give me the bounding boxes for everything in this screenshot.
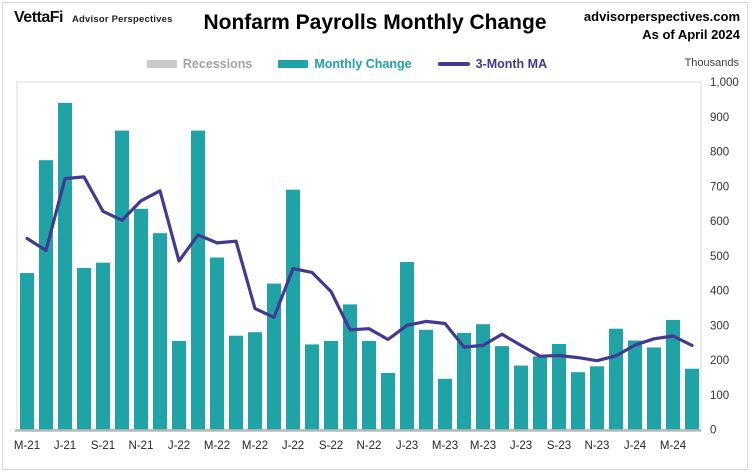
bar-sep-23 [552, 344, 566, 430]
monthly-change-label: Monthly Change [314, 57, 412, 71]
bar-feb-24 [647, 347, 661, 430]
ma-label: 3-Month MA [475, 57, 548, 71]
bar-oct-22 [343, 304, 357, 430]
x-tick-9-n-22: N-22 [357, 440, 382, 452]
vettafi-logo-text: VettaFi [14, 9, 63, 26]
x-tick-15-n-23: N-23 [585, 440, 610, 452]
y-tick-1000: 1,000 [710, 77, 739, 89]
bar-sep-22 [324, 340, 338, 430]
bar-may-22 [248, 332, 262, 430]
bar-dec-22 [381, 372, 395, 430]
y-tick-300: 300 [710, 320, 729, 332]
x-tick-5-m-22: M-22 [204, 440, 230, 452]
bar-aug-21 [77, 267, 91, 430]
bar-mar-22 [210, 257, 224, 430]
bar-may-23 [476, 324, 490, 430]
x-tick-4-j-22: J-22 [168, 440, 190, 452]
bar-feb-23 [419, 329, 433, 430]
legend-item-monthly-change[interactable]: Monthly Change [278, 57, 412, 71]
legend-item-recessions[interactable]: Recessions [146, 57, 253, 71]
x-tick-12-m-23: M-23 [470, 440, 496, 452]
bar-jul-22 [286, 189, 300, 430]
y-tick-200: 200 [710, 355, 729, 367]
bar-apr-24 [685, 368, 699, 430]
bar-sep-21 [96, 262, 110, 430]
source-block: advisorperspectives.com As of April 2024 [584, 8, 740, 43]
y-tick-500: 500 [710, 251, 729, 263]
bar-jan-22 [172, 340, 186, 430]
bar-aug-23 [533, 356, 547, 430]
y-tick-100: 100 [710, 390, 729, 402]
x-tick-16-j-24: J-24 [624, 440, 647, 452]
page-title: Nonfarm Payrolls Monthly Change [203, 11, 547, 34]
y-tick-600: 600 [710, 216, 729, 228]
bar-jun-22 [267, 283, 281, 430]
bar-nov-22 [362, 340, 376, 430]
y-tick-0: 0 [710, 425, 716, 437]
recessions-label: Recessions [182, 57, 253, 71]
chart-legend: Recessions Monthly Change 3-Month MA [0, 55, 694, 73]
x-tick-8-s-22: S-22 [319, 440, 343, 452]
ma-line [25, 175, 694, 363]
bar-jun-21 [39, 160, 53, 430]
bar-nov-21 [134, 208, 148, 430]
bar-jul-21 [58, 102, 72, 430]
source-url: advisorperspectives.com [583, 9, 740, 24]
vettafi-logo: VettaFi Advisor Perspectives [14, 9, 173, 27]
bar-oct-21 [115, 130, 129, 430]
x-tick-7-j-22: J-22 [282, 440, 304, 452]
bar-jul-23 [514, 365, 528, 430]
ma-line-swatch [437, 62, 470, 66]
bar-dec-21 [153, 233, 167, 430]
bar-mar-24 [666, 320, 680, 430]
y-tick-800: 800 [710, 147, 729, 159]
bar-aug-22 [305, 344, 319, 430]
x-tick-2-s-21: S-21 [91, 440, 115, 452]
as-of-date: As of April 2024 [642, 26, 740, 42]
x-tick-6-m-22: M-22 [242, 440, 268, 452]
x-tick-11-m-23: M-23 [432, 440, 458, 452]
bar-feb-22 [191, 130, 205, 430]
advisor-perspectives-label: Advisor Perspectives [71, 14, 173, 25]
bar-mar-23 [438, 378, 452, 430]
bar-jan-23 [400, 262, 414, 430]
x-tick-1-j-21: J-21 [54, 440, 76, 452]
recessions-swatch [146, 60, 177, 68]
monthly-change-swatch [278, 60, 309, 68]
plot-border [16, 81, 702, 430]
x-tick-0-m-21: M-21 [14, 440, 40, 452]
bar-jan-24 [628, 340, 642, 430]
bar-jun-23 [495, 346, 509, 430]
bar-apr-22 [229, 335, 243, 430]
bar-nov-23 [590, 366, 604, 430]
x-tick-13-j-23: J-23 [510, 440, 532, 452]
bar-apr-23 [457, 332, 471, 430]
x-tick-10-j-23: J-23 [396, 440, 418, 452]
y-tick-900: 900 [710, 112, 729, 124]
y-tick-700: 700 [710, 181, 729, 193]
bar-may-21 [20, 273, 34, 430]
x-tick-17-m-24: M-24 [660, 440, 687, 452]
x-tick-3-n-21: N-21 [129, 440, 154, 452]
bar-dec-23 [609, 328, 623, 430]
y-axis-unit-label: Thousands [684, 57, 739, 69]
x-tick-14-s-23: S-23 [547, 440, 571, 452]
y-tick-400: 400 [710, 286, 729, 298]
legend-item-3month-ma[interactable]: 3-Month MA [437, 57, 548, 71]
bar-oct-23 [571, 372, 585, 430]
